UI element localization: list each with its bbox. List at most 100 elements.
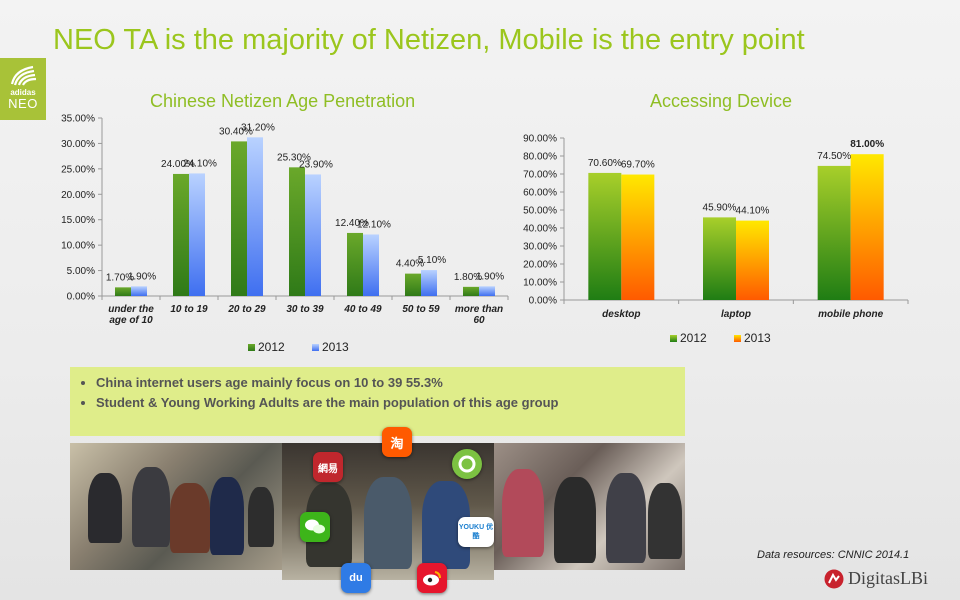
netease-app-icon: 網易 [313,452,343,482]
bar-2013 [850,154,884,300]
legend-swatch [312,344,319,351]
chat-bubbles-icon [305,519,325,534]
category-label: desktop [602,309,640,320]
data-label: 1.90% [476,271,504,282]
category-label: more than 60 [455,304,503,326]
youku-app-label: YOUKU 优酷 [458,524,494,540]
baidu-app-label: du [349,572,363,584]
y-tick-label: 60.00% [523,188,557,199]
agency-name: DigitasLBi [848,568,928,588]
data-label: 44.10% [736,206,770,217]
bar-2013 [131,286,147,296]
bar-2012 [588,172,622,300]
agency-logo: DigitasLBi [824,568,928,589]
category-label: mobile phone [818,309,883,320]
age-penetration-chart: 0.00% 5.00% 10.00% 15.00% 20.00% 25.00% 30.00%… [61,114,509,354]
data-label: 30.40% [219,126,253,137]
y-tick-label: 30.00% [523,242,557,253]
data-label: 23.90% [299,159,333,170]
y-tick-label: 10.00% [523,278,557,289]
data-label: 25.30% [277,152,311,163]
slide-title: NEO TA is the majority of Netizen, Mobil… [53,24,805,56]
data-source-note: Data resources: CNNIC 2014.1 [757,549,910,561]
bar-2013 [363,234,379,296]
data-label: 70.60% [588,158,622,169]
category-label: 10 to 19 [170,304,208,315]
category-label: 50 to 59 [402,304,440,315]
weibo-app-icon [417,563,447,593]
adidas-neo-logo: adidas NEO [0,58,46,120]
device-chart-title: Accessing Device [650,91,793,111]
bar-2012 [289,167,305,296]
eye-icon [423,571,441,586]
bar-2012 [231,141,247,296]
bar-2012 [347,232,363,296]
360-app-icon [452,449,482,479]
bar-2012 [173,173,189,296]
bar-2013 [479,286,495,296]
bar-2013 [736,220,769,300]
accessing-device-chart: 0.00% 10.00% 20.00% 30.00% 40.00% 50.00% 60.00… [523,134,909,345]
bar-2012 [463,286,479,296]
bar-2013 [247,137,263,296]
y-tick-label: 35.00% [61,114,95,125]
y-tick-label: 70.00% [523,170,557,181]
category-label: laptop [721,309,751,320]
digitaslbi-mark-icon [824,569,844,588]
y-tick-label: 0.00% [529,296,557,307]
y-tick-label: 25.00% [61,164,95,175]
bar-2012 [405,273,421,296]
category-label: 20 to 29 [227,304,266,315]
y-tick-label: 0.00% [67,292,95,303]
y-tick-label: 15.00% [61,215,95,226]
data-label: 45.90% [703,202,737,213]
bar-2013 [421,270,437,296]
legend-swatch [670,335,677,342]
youku-app-icon: YOUKU 优酷 [458,517,494,547]
findings-list: China internet users age mainly focus on… [70,373,685,413]
y-tick-label: 80.00% [523,152,557,163]
finding-item: Student & Young Working Adults are the m… [96,393,685,413]
category-label: 30 to 39 [286,304,324,315]
y-tick-label: 40.00% [523,224,557,235]
data-label: 1.90% [128,271,156,282]
netease-app-label: 網易 [318,463,338,475]
mall-phone-users-photo [70,443,282,570]
bar-2012 [817,165,851,300]
data-label: 5.10% [418,255,446,266]
y-tick-label: 30.00% [61,139,95,150]
y-tick-label: 90.00% [523,134,557,145]
data-label: 81.00% [850,139,884,150]
data-label: 1.70% [106,272,134,283]
taobao-app-label: 淘 [390,435,404,451]
swirl-icon [458,455,476,473]
data-label: 24.10% [183,158,217,169]
adidas-stripes-icon [10,65,37,86]
wechat-app-icon [300,512,330,542]
y-tick-label: 5.00% [67,266,95,277]
category-label: 40 to 49 [343,304,382,315]
data-label: 12.40% [335,218,369,229]
data-label: 31.20% [241,122,275,133]
key-findings-box: China internet users age mainly focus on… [70,367,685,436]
age-chart-title: Chinese Netizen Age Penetration [150,91,416,111]
bar-2012 [703,217,736,300]
bar-2013 [189,173,205,296]
category-label: under the age of 10 [108,304,154,326]
street-phone-users-photo [494,443,685,570]
finding-item: China internet users age mainly focus on… [96,373,685,393]
legend-swatch [734,335,741,342]
y-tick-label: 50.00% [523,206,557,217]
taobao-app-icon: 淘 [382,427,412,457]
bar-2013 [621,174,655,300]
legend-label: 2013 [744,331,771,345]
y-tick-label: 20.00% [523,260,557,271]
bar-2012 [115,287,131,296]
legend-label: 2012 [258,340,285,354]
data-label: 12.10% [357,219,391,230]
baidu-app-icon: du [341,563,371,593]
logo-sub-text: NEO [8,96,38,111]
data-label: 4.40% [396,259,424,270]
y-tick-label: 10.00% [61,241,95,252]
legend-label: 2012 [680,331,707,345]
